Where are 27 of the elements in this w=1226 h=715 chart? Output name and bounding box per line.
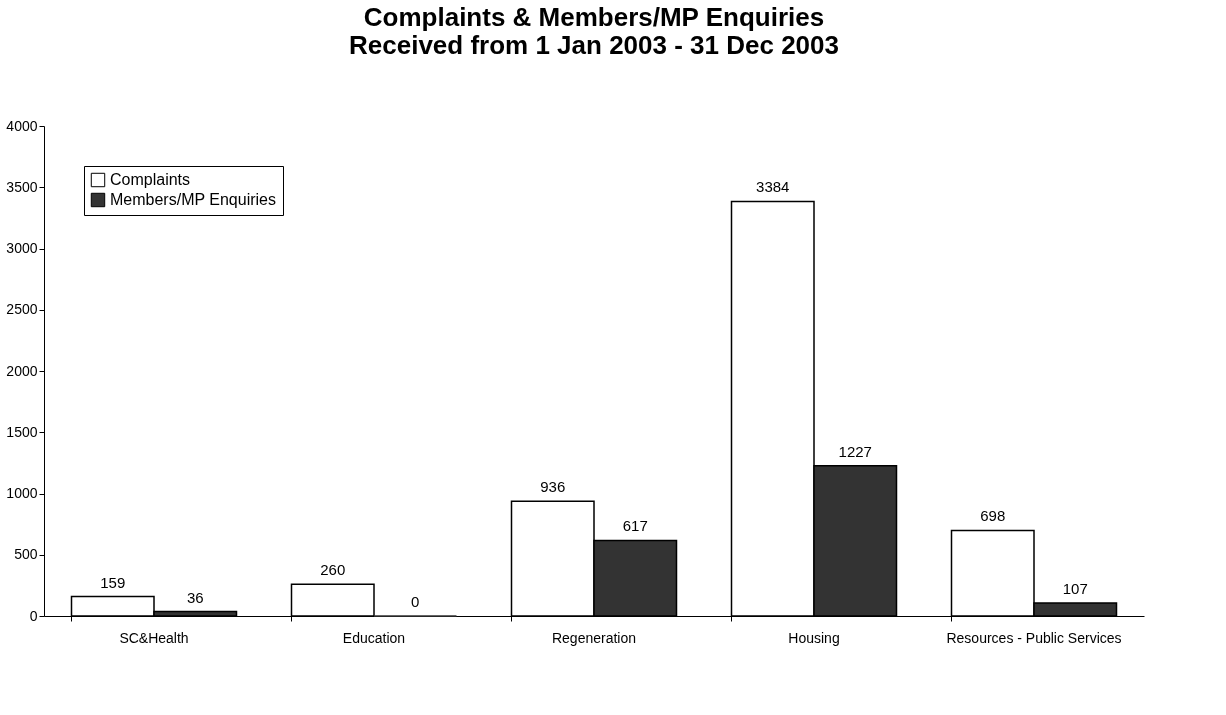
data-label: 698 <box>980 507 1006 525</box>
x-tick-label: SC&Health <box>119 629 189 646</box>
data-label: 159 <box>100 573 126 591</box>
x-tick-label: Education <box>342 629 406 646</box>
y-tick-label: 0 <box>29 607 38 624</box>
y-tick-label: 1000 <box>6 485 38 501</box>
data-label: 1227 <box>838 442 872 460</box>
x-tick-label: Housing <box>788 629 840 646</box>
y-tick-label: 500 <box>14 546 38 563</box>
data-label: 260 <box>320 561 346 579</box>
data-label: 3384 <box>756 178 790 196</box>
y-tick-label: 3000 <box>6 240 38 256</box>
chart-title: Complaints & Members/MP Enquiries Received from 1 Jan 2003 - 31 Dec 2003 <box>349 2 839 60</box>
x-tick-label: Regeneration <box>551 629 637 646</box>
data-label: 107 <box>1062 579 1088 597</box>
data-label: 0 <box>411 593 420 610</box>
y-tick-label: 1500 <box>6 423 38 440</box>
legend-label: Members/MP Enquiries <box>110 191 276 208</box>
y-tick-label: 4000 <box>6 117 38 134</box>
data-label: 617 <box>622 517 648 535</box>
y-tick-label: 3500 <box>6 178 38 195</box>
x-tick-label: Resources - Public Services <box>946 629 1122 646</box>
y-tick-label: 2000 <box>6 362 38 379</box>
legend-label: Complaints <box>110 171 191 188</box>
data-label: 36 <box>186 588 204 606</box>
y-tick-label: 2500 <box>6 301 38 318</box>
data-label: 936 <box>540 478 566 496</box>
